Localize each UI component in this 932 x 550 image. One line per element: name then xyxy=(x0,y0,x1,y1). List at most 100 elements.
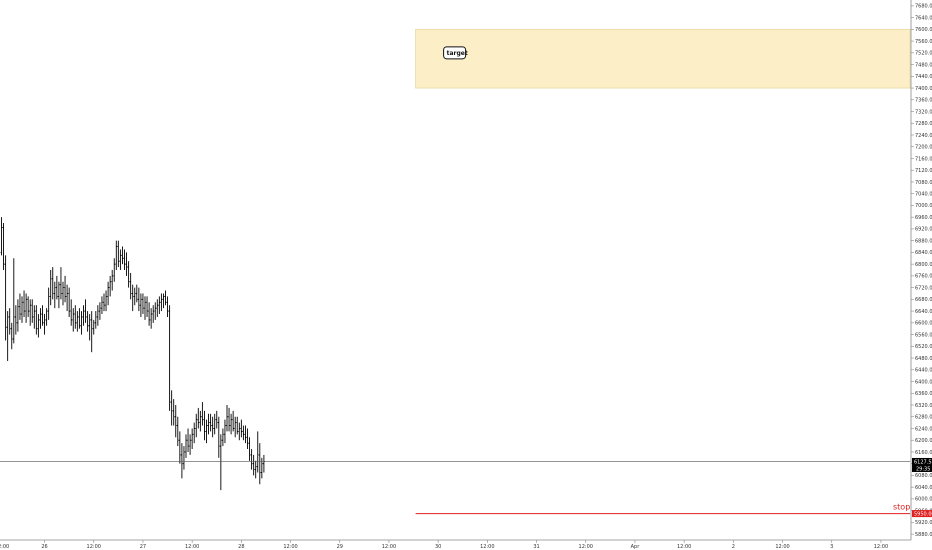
ohlc-bar xyxy=(45,308,48,326)
ohlc-bar xyxy=(4,255,7,341)
price-tick-label: 6280.00 xyxy=(915,415,932,421)
ohlc-bar xyxy=(125,252,128,276)
ohlc-bar xyxy=(105,290,107,312)
ohlc-bar xyxy=(234,416,237,438)
ohlc-bar xyxy=(23,290,25,317)
ohlc-bar xyxy=(135,284,138,303)
ohlc-bar xyxy=(113,258,116,282)
ohlc-bar xyxy=(131,284,134,312)
ohlc-bar xyxy=(103,293,105,312)
ohlc-bar xyxy=(168,305,171,411)
time-tick-label: 12:00 xyxy=(579,544,593,550)
ohlc-bar xyxy=(33,305,36,329)
price-tick-label: 7040.00 xyxy=(915,191,932,197)
ohlc-bar xyxy=(37,314,40,338)
time-tick-label: 12:00 xyxy=(382,544,396,550)
annotations: target stop xyxy=(443,46,910,512)
target-label-box[interactable] xyxy=(443,46,467,60)
ohlc-bar xyxy=(94,311,97,329)
time-tick-label: 27 xyxy=(140,544,146,550)
price-tick-label: 6920.00 xyxy=(915,227,932,233)
price-tick-label: 7320.00 xyxy=(915,109,932,115)
stop-price-value: 5950.00 xyxy=(914,511,932,517)
time-tick-label: Apr xyxy=(631,544,641,550)
ohlc-bar xyxy=(62,281,64,306)
price-tick-label: 6600.00 xyxy=(915,321,932,327)
ohlc-bar xyxy=(209,413,212,432)
price-tick-label: 6080.00 xyxy=(915,473,932,479)
time-tick-label: 26 xyxy=(41,544,47,550)
time-tick-label: 12:00 xyxy=(775,544,789,550)
ohlc-bar xyxy=(115,240,118,270)
price-tick-label: 7600.00 xyxy=(915,27,932,33)
price-tick-label: 7160.00 xyxy=(915,156,932,162)
stop-price-tag xyxy=(912,510,932,518)
ohlc-bar xyxy=(252,454,255,476)
time-axis[interactable]: 12:00 26 12:00 27 12:00 28 12:00 29 12:00 30 12:00… xyxy=(0,539,911,550)
price-tick-label: 7520.00 xyxy=(915,51,932,57)
ohlc-bar xyxy=(146,296,148,317)
ohlc-bar xyxy=(248,437,251,461)
price-tick-label: 7200.00 xyxy=(915,145,932,151)
ohlc-bar xyxy=(219,434,222,491)
ohlc-bar xyxy=(96,305,99,326)
ohlc-bar xyxy=(31,299,34,323)
ohlc-bar xyxy=(144,296,146,320)
time-tick-label: 12:00 xyxy=(283,544,297,550)
ohlc-bar xyxy=(8,308,11,335)
ohlc-bar xyxy=(25,293,27,323)
ohlc-bar xyxy=(215,410,218,429)
ohlc-bar xyxy=(0,217,3,256)
time-tick-label: 28 xyxy=(238,544,244,550)
ohlc-bar xyxy=(172,399,175,426)
ohlc-bar xyxy=(109,275,112,297)
price-tick-label: 6560.00 xyxy=(915,332,932,338)
ohlc-bar xyxy=(166,296,169,317)
price-tick-label: 7000.00 xyxy=(915,203,932,209)
ohlc-bar xyxy=(178,431,181,464)
price-tick-label: 7640.00 xyxy=(915,15,932,21)
ohlc-bar xyxy=(207,413,210,435)
ohlc-bar xyxy=(86,311,89,332)
ohlc-bar xyxy=(72,308,75,332)
price-tick-label: 7480.00 xyxy=(915,62,932,68)
current-price-value: 6127.57 xyxy=(914,459,932,465)
ohlc-bar xyxy=(158,296,161,315)
ohlc-bar xyxy=(21,296,23,323)
ohlc-bar xyxy=(133,287,136,306)
price-tick-label: 6520.00 xyxy=(915,344,932,350)
ohlc-bar xyxy=(58,281,60,309)
ohlc-bar xyxy=(99,302,101,320)
ohlc-bar xyxy=(170,390,173,426)
price-tick-label: 6200.00 xyxy=(915,438,932,444)
price-tick-label: 6800.00 xyxy=(915,262,932,268)
ohlc-bar xyxy=(121,246,124,265)
price-tick-label: 6720.00 xyxy=(915,285,932,291)
target-zone xyxy=(415,28,911,89)
ohlc-bar xyxy=(41,305,44,326)
ohlc-bar xyxy=(246,428,249,450)
ohlc-bar xyxy=(197,407,200,429)
price-tick-label: 6680.00 xyxy=(915,297,932,303)
price-tick-label: 6480.00 xyxy=(915,356,932,362)
price-tick-label: 7240.00 xyxy=(915,133,932,139)
price-tick-label: 6440.00 xyxy=(915,368,932,374)
price-tick-label: 6360.00 xyxy=(915,391,932,397)
ohlc-bar xyxy=(80,311,83,335)
ohlc-bars xyxy=(0,217,265,491)
price-tick-label: 7400.00 xyxy=(915,86,932,92)
price-tick-label: 7360.00 xyxy=(915,98,932,104)
time-tick-label: 12:00 xyxy=(480,544,494,550)
ohlc-bar xyxy=(92,319,95,335)
price-tick-label: 7080.00 xyxy=(915,180,932,186)
ohlc-bar xyxy=(148,302,150,326)
ohlc-bar xyxy=(205,419,208,444)
ohlc-bar xyxy=(236,416,239,435)
price-tick-label: 6640.00 xyxy=(915,309,932,315)
ohlc-bar xyxy=(193,422,196,444)
price-axis[interactable]: 5880.005920.005960.006000.006040.006080.… xyxy=(910,0,932,550)
ohlc-bar xyxy=(137,287,140,312)
ohlc-bar xyxy=(53,281,56,309)
ohlc-bar xyxy=(174,405,177,438)
